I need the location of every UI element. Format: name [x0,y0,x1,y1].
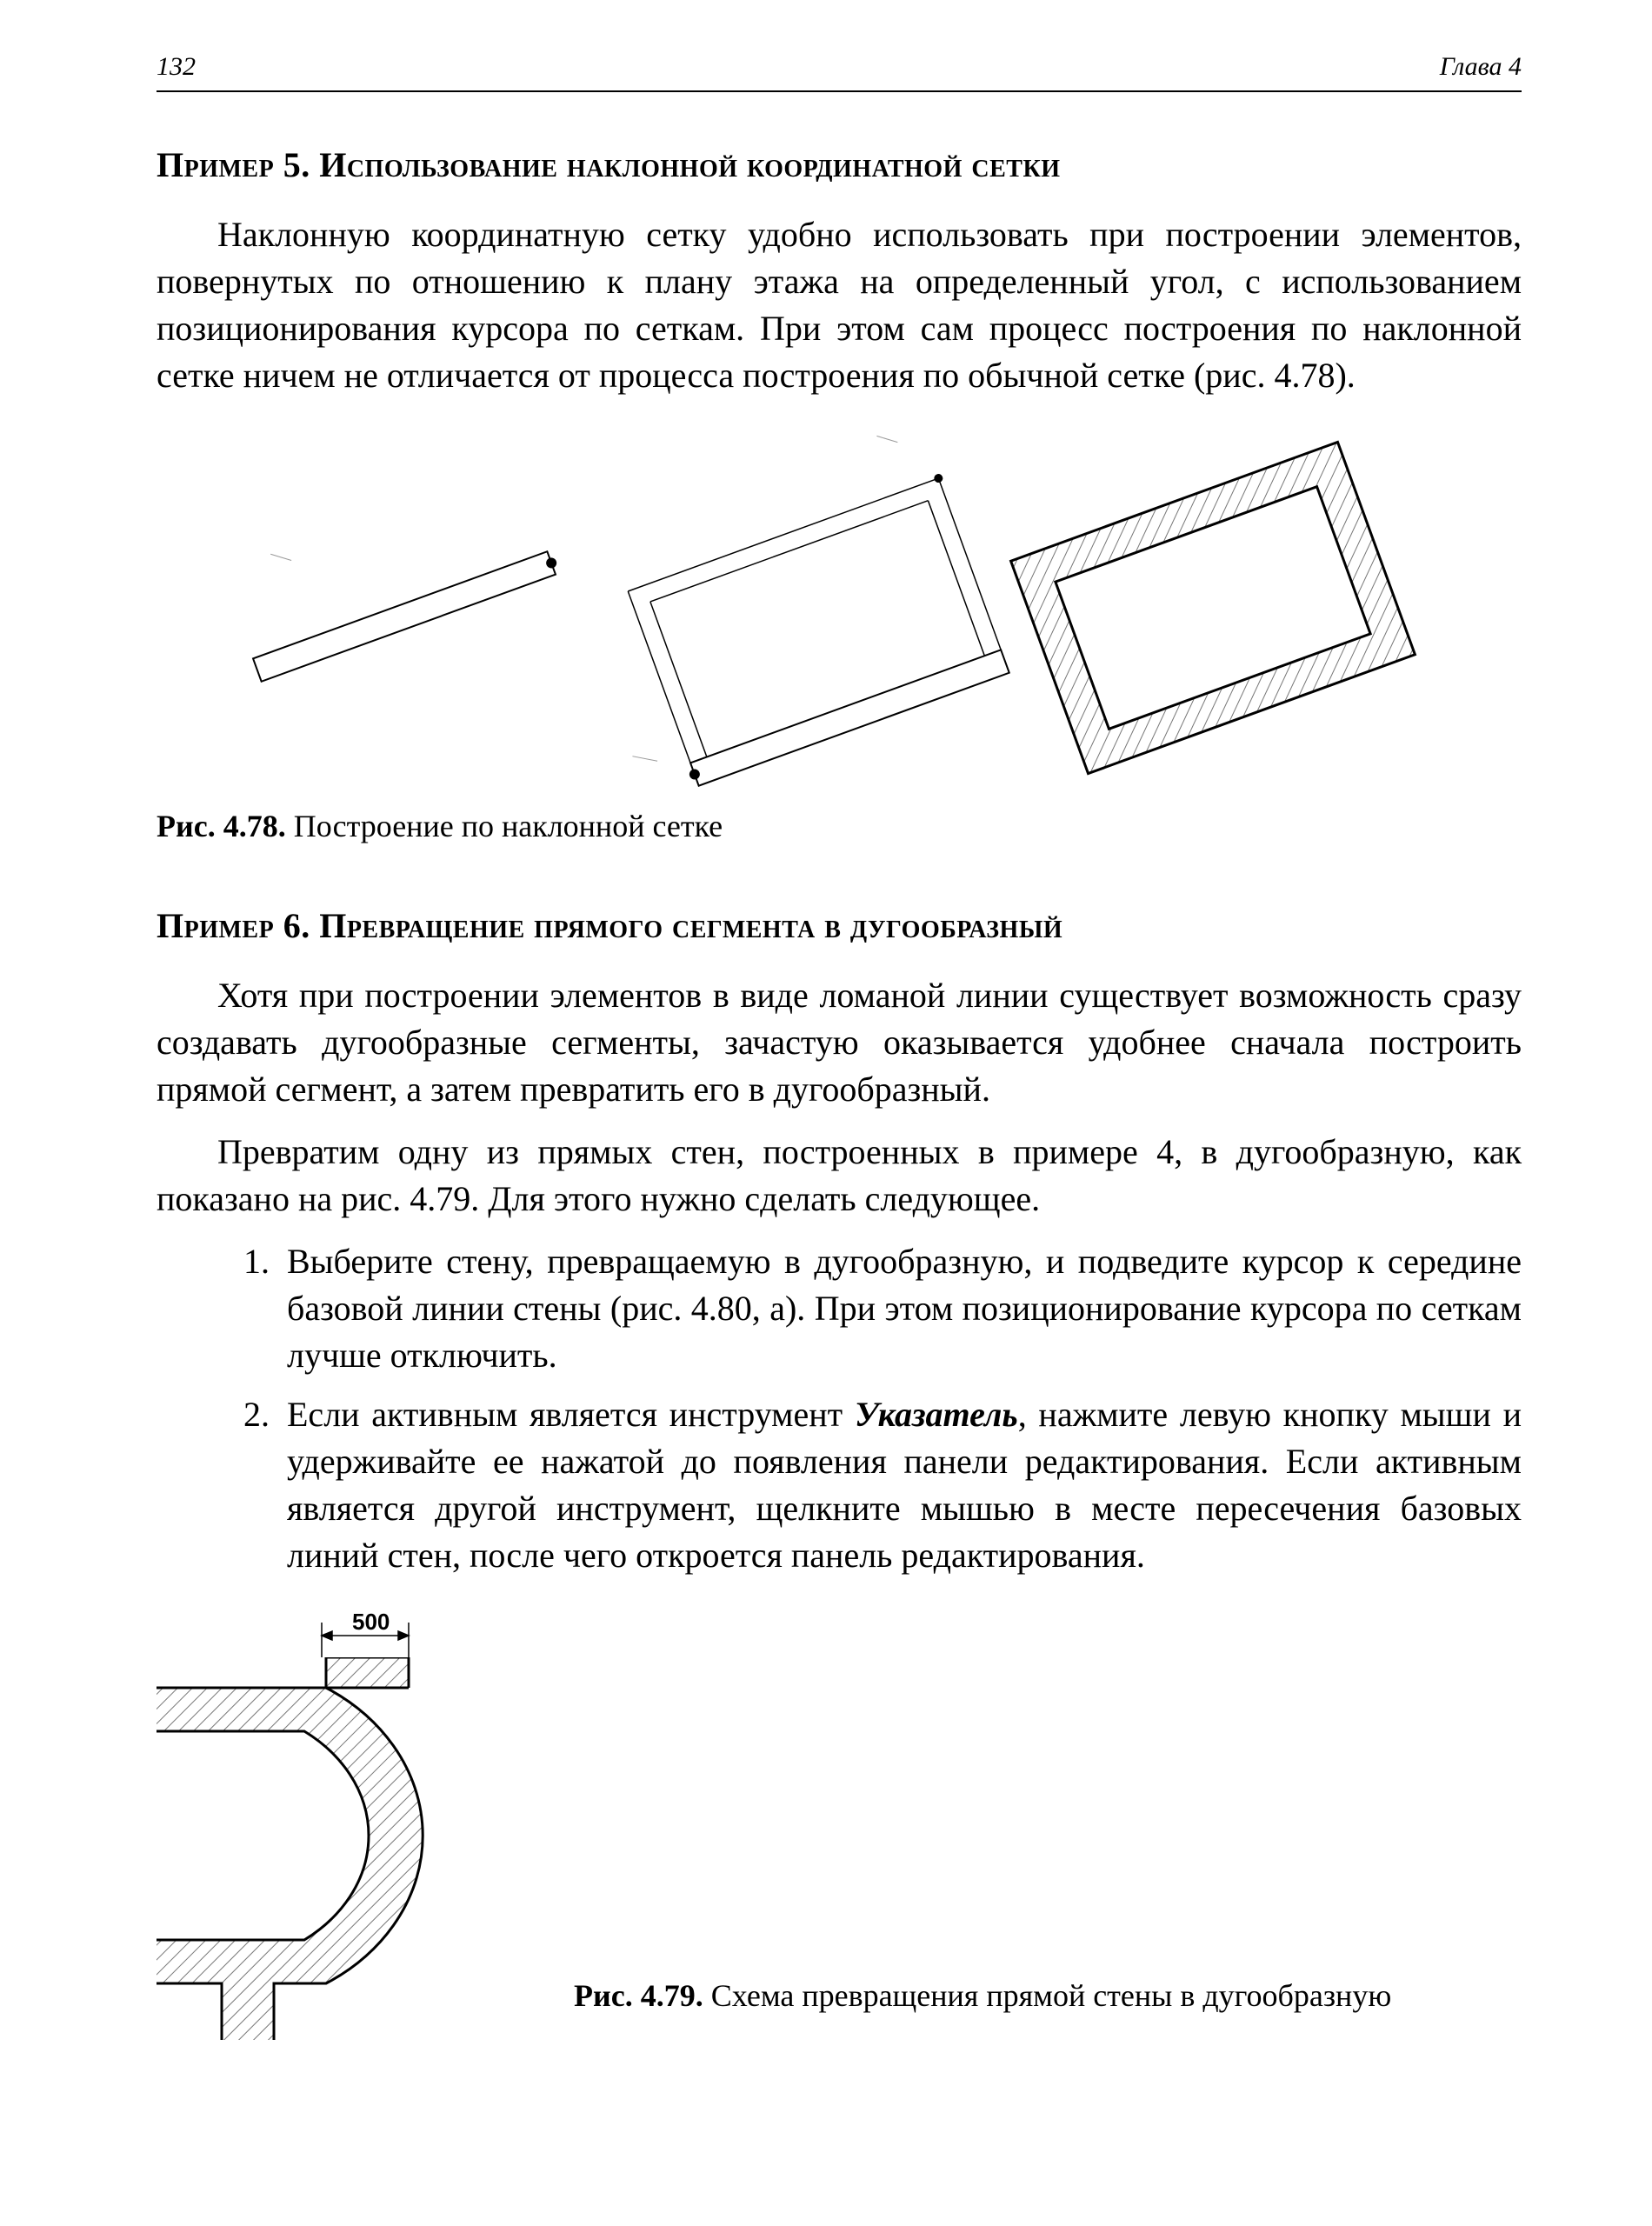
figure-4-79-text: Схема превращения прямой стены в дугообр… [711,1978,1392,2013]
chapter-label: Глава 4 [1440,52,1522,82]
figure-4-79-svg: 500 [157,1605,522,2040]
example6-steps: Выберите стену, превращаемую в дугообраз… [157,1238,1522,1579]
figure-4-78-text: Построение по наклонной сетке [294,809,723,843]
figure-4-79-row: 500 [157,1605,1522,2040]
figure-4-78-label: Рис. 4.78. [157,809,286,843]
figure-4-78-svg [230,425,1448,790]
dimension-value: 500 [352,1609,390,1635]
page-header: 132 Глава 4 [157,52,1522,92]
example6-para2: Превратим одну из прямых стен, построенн… [157,1129,1522,1223]
example5-para: Наклонную координатную сетку удобно испо… [157,211,1522,399]
figure-4-79-caption: Рис. 4.79. Схема превращения прямой стен… [574,1977,1522,2014]
step-2: Если активным является инструмент Указат… [278,1391,1522,1579]
example6-title: Пример 6. Превращение прямого сегмента в… [157,905,1522,946]
figure-4-78: Рис. 4.78. Построение по наклонной сетке [157,425,1522,844]
page: 132 Глава 4 Пример 5. Использование накл… [0,0,1652,2226]
example5-title: Пример 5. Использование наклонной коорди… [157,144,1522,185]
page-number: 132 [157,52,196,82]
figure-4-79-label: Рис. 4.79. [574,1978,703,2013]
step-2-tool: Указатель [855,1395,1018,1434]
example6-para1: Хотя при построении элементов в виде лом… [157,972,1522,1113]
figure-4-78-caption: Рис. 4.78. Построение по наклонной сетке [157,808,1522,844]
step-1: Выберите стену, превращаемую в дугообраз… [278,1238,1522,1379]
step-2-before: Если активным является инструмент [287,1395,855,1434]
dimension-500: 500 [322,1609,409,1657]
